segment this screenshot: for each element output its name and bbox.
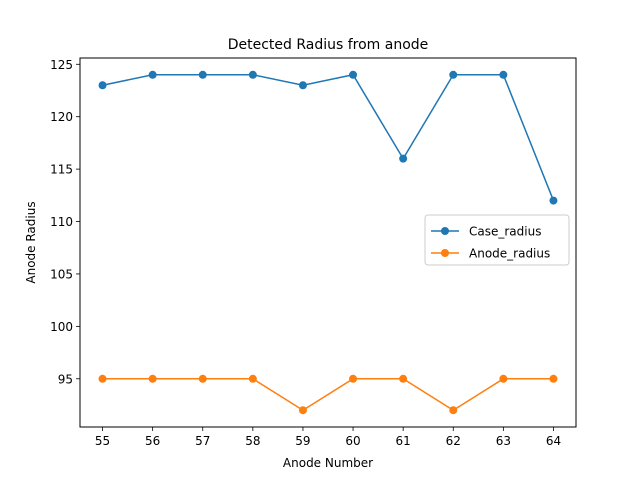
legend-item: Anode_radius: [431, 247, 550, 261]
y-tick-label: 125: [50, 58, 73, 72]
x-tick-label: 55: [95, 434, 110, 448]
x-tick-label: 58: [245, 434, 260, 448]
data-point: [98, 81, 107, 90]
data-point: [148, 70, 157, 79]
data-point: [499, 374, 508, 383]
x-tick-label: 59: [295, 434, 310, 448]
y-tick-label: 115: [50, 163, 73, 177]
data-point: [298, 406, 307, 415]
data-point: [499, 70, 508, 79]
legend-label: Case_radius: [469, 225, 541, 239]
data-point: [349, 70, 358, 79]
x-tick-label: 64: [546, 434, 561, 448]
y-tick-label: 100: [50, 320, 73, 334]
y-axis: 95 100 105 110 115 120 125: [50, 58, 80, 386]
data-point: [549, 374, 558, 383]
series-line: [102, 73, 555, 201]
series-anode-radius: [98, 374, 558, 415]
data-point: [248, 374, 257, 383]
data-point: [298, 81, 307, 90]
legend: Case_radius Anode_radius: [424, 214, 570, 266]
data-point: [198, 374, 207, 383]
legend-item: Case_radius: [431, 225, 541, 239]
legend-marker: [441, 249, 449, 257]
data-point: [248, 70, 257, 79]
y-axis-label: Anode Radius: [24, 201, 38, 283]
x-tick-label: 62: [446, 434, 461, 448]
data-point: [449, 70, 458, 79]
x-tick-label: 56: [145, 434, 160, 448]
data-point: [198, 70, 207, 79]
legend-marker: [441, 227, 449, 235]
x-tick-label: 57: [195, 434, 210, 448]
y-tick-label: 105: [50, 267, 73, 281]
legend-box: [424, 214, 570, 266]
data-point: [98, 374, 107, 383]
data-point: [148, 374, 157, 383]
data-point: [399, 154, 408, 163]
data-point: [399, 374, 408, 383]
x-axis: 55 56 57 58 59 60 61 62 63 64: [95, 427, 561, 448]
y-tick-label: 110: [50, 215, 73, 229]
data-point: [549, 196, 558, 205]
series-line: [102, 378, 554, 412]
series-layer: [98, 70, 558, 415]
y-tick-label: 95: [58, 372, 73, 386]
data-point: [449, 406, 458, 415]
x-tick-label: 60: [345, 434, 360, 448]
x-axis-label: Anode Number: [283, 456, 373, 470]
legend-label: Anode_radius: [469, 247, 550, 261]
chart-title: Detected Radius from anode: [228, 37, 429, 53]
x-tick-label: 61: [396, 434, 411, 448]
x-tick-label: 63: [496, 434, 511, 448]
y-tick-label: 120: [50, 110, 73, 124]
plot-frame: [79, 57, 577, 428]
series-case-radius: [98, 70, 558, 205]
data-point: [349, 374, 358, 383]
